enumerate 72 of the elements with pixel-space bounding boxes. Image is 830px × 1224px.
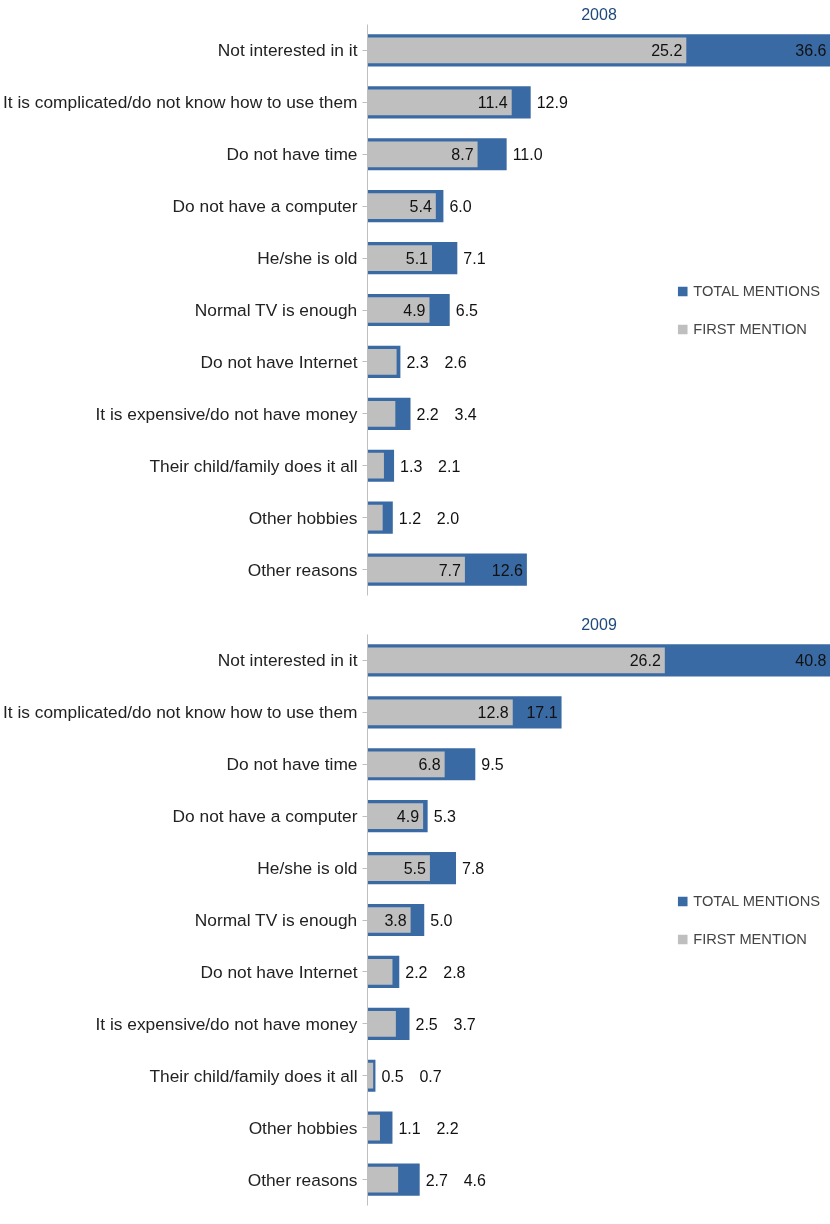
legend-label: FIRST MENTION xyxy=(693,320,807,337)
data-label: 25.2 xyxy=(651,42,683,60)
data-label: 36.6 xyxy=(795,42,827,60)
y-tick-label: Normal TV is enough xyxy=(194,300,358,320)
legend-label: TOTAL MENTIONS xyxy=(693,282,820,299)
y-tick-label: Their child/family does it all xyxy=(149,1065,358,1086)
data-label: 40.8 xyxy=(795,652,827,670)
data-label: 0.7 xyxy=(419,1067,442,1085)
data-label: 4.9 xyxy=(403,302,426,319)
data-label: 5.5 xyxy=(403,860,427,878)
data-label: 7.8 xyxy=(462,860,485,878)
legend-label: FIRST MENTION xyxy=(693,930,807,947)
data-label: 2.0 xyxy=(436,509,460,527)
y-tick-label: Do not have Internet xyxy=(200,351,358,372)
data-label: 1.3 xyxy=(400,457,423,475)
chart-title: 2008 xyxy=(581,5,617,23)
y-tick-label: Do not have Internet xyxy=(200,961,358,982)
data-label: 12.9 xyxy=(536,94,568,112)
data-label: 11.4 xyxy=(477,94,508,112)
data-label: 9.5 xyxy=(481,756,504,774)
y-tick-label: Do not have time xyxy=(226,144,358,165)
data-label: 0.5 xyxy=(381,1067,404,1085)
data-label: 6.0 xyxy=(449,198,472,216)
legend-label: TOTAL MENTIONS xyxy=(693,892,820,909)
data-label: 7.1 xyxy=(463,250,486,268)
data-label: 2.5 xyxy=(415,1015,438,1033)
data-label: 6.8 xyxy=(418,756,441,774)
y-tick-label: It is expensive/do not have money xyxy=(95,403,358,424)
data-label: 12.6 xyxy=(491,561,523,579)
data-label: 6.5 xyxy=(455,302,479,319)
y-tick-label: Other hobbies xyxy=(248,1117,358,1138)
data-label: 2.2 xyxy=(436,1119,459,1137)
data-label: 3.4 xyxy=(454,405,477,423)
data-label: 1.2 xyxy=(398,509,422,527)
y-tick-label: It is complicated/do not know how to use them xyxy=(3,92,358,113)
data-label: 4.6 xyxy=(463,1171,487,1189)
data-label: 2.6 xyxy=(444,353,467,371)
data-label: 2.2 xyxy=(405,963,428,981)
y-tick-label: Other reasons xyxy=(247,1169,358,1190)
y-tick-label: He/she is old xyxy=(257,248,358,269)
y-tick-label: Do not have a computer xyxy=(172,196,358,217)
y-tick-label: Do not have time xyxy=(226,754,358,775)
data-label: 1.1 xyxy=(398,1119,421,1137)
y-tick-label: It is complicated/do not know how to use them xyxy=(3,702,358,723)
data-label: 26.2 xyxy=(629,652,661,670)
y-tick-label: He/she is old xyxy=(257,858,358,879)
data-label: 3.7 xyxy=(453,1015,476,1033)
data-label: 7.7 xyxy=(438,561,462,579)
data-label: 5.3 xyxy=(433,808,456,826)
data-label: 8.7 xyxy=(451,146,474,164)
data-label: 5.0 xyxy=(430,912,453,929)
y-tick-label: It is expensive/do not have money xyxy=(95,1013,358,1034)
y-tick-label: Other reasons xyxy=(247,559,358,580)
data-label: 2.2 xyxy=(416,405,439,423)
data-label: 3.8 xyxy=(384,912,407,929)
data-label: 17.1 xyxy=(526,704,558,722)
data-label: 5.4 xyxy=(409,198,432,216)
data-label: 2.7 xyxy=(425,1171,449,1189)
y-tick-label: Not interested in it xyxy=(217,650,358,671)
data-label: 4.9 xyxy=(396,808,420,826)
data-label: 2.1 xyxy=(438,457,461,475)
data-label: 11.0 xyxy=(512,146,543,164)
y-tick-label: Not interested in it xyxy=(217,40,358,61)
y-tick-label: Normal TV is enough xyxy=(194,910,358,930)
y-tick-label: Other hobbies xyxy=(248,507,358,528)
data-label: 2.8 xyxy=(443,963,466,981)
y-tick-label: Do not have a computer xyxy=(172,806,358,827)
chart-title: 2009 xyxy=(581,615,617,633)
data-label: 12.8 xyxy=(477,704,509,722)
data-label: 5.1 xyxy=(405,250,429,268)
data-label: 2.3 xyxy=(406,353,429,371)
y-tick-label: Their child/family does it all xyxy=(149,455,358,476)
